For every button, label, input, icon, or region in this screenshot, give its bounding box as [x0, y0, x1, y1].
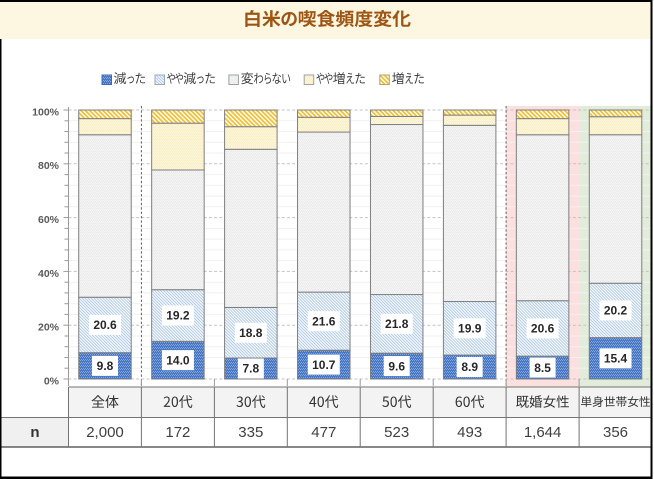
svg-text:0%: 0%	[44, 375, 60, 387]
svg-text:20.2: 20.2	[604, 304, 628, 318]
svg-text:21.6: 21.6	[312, 314, 336, 328]
svg-text:19.9: 19.9	[458, 322, 482, 336]
svg-text:8.5: 8.5	[534, 361, 551, 375]
svg-text:20%: 20%	[38, 322, 60, 334]
svg-text:2,000: 2,000	[86, 424, 124, 441]
svg-text:100%: 100%	[32, 106, 60, 118]
svg-text:n: n	[30, 424, 39, 441]
svg-text:523: 523	[384, 424, 409, 441]
svg-text:1,644: 1,644	[524, 424, 562, 441]
svg-text:9.6: 9.6	[388, 359, 405, 373]
svg-text:20.6: 20.6	[531, 322, 555, 336]
svg-text:9.8: 9.8	[97, 359, 114, 373]
svg-text:80%: 80%	[38, 160, 60, 172]
svg-text:8.9: 8.9	[461, 360, 478, 374]
svg-text:19.2: 19.2	[166, 309, 190, 323]
svg-text:356: 356	[603, 424, 628, 441]
svg-text:18.8: 18.8	[239, 326, 263, 340]
svg-text:335: 335	[238, 424, 263, 441]
svg-text:493: 493	[457, 424, 482, 441]
svg-text:477: 477	[311, 424, 336, 441]
svg-text:15.4: 15.4	[604, 352, 628, 366]
svg-text:20.6: 20.6	[93, 318, 117, 332]
svg-text:172: 172	[165, 424, 190, 441]
svg-text:21.8: 21.8	[385, 317, 409, 331]
svg-text:7.8: 7.8	[242, 362, 259, 376]
svg-text:10.7: 10.7	[312, 358, 336, 372]
svg-text:40%: 40%	[38, 268, 60, 280]
svg-text:60%: 60%	[38, 214, 60, 226]
svg-text:14.0: 14.0	[166, 353, 190, 367]
